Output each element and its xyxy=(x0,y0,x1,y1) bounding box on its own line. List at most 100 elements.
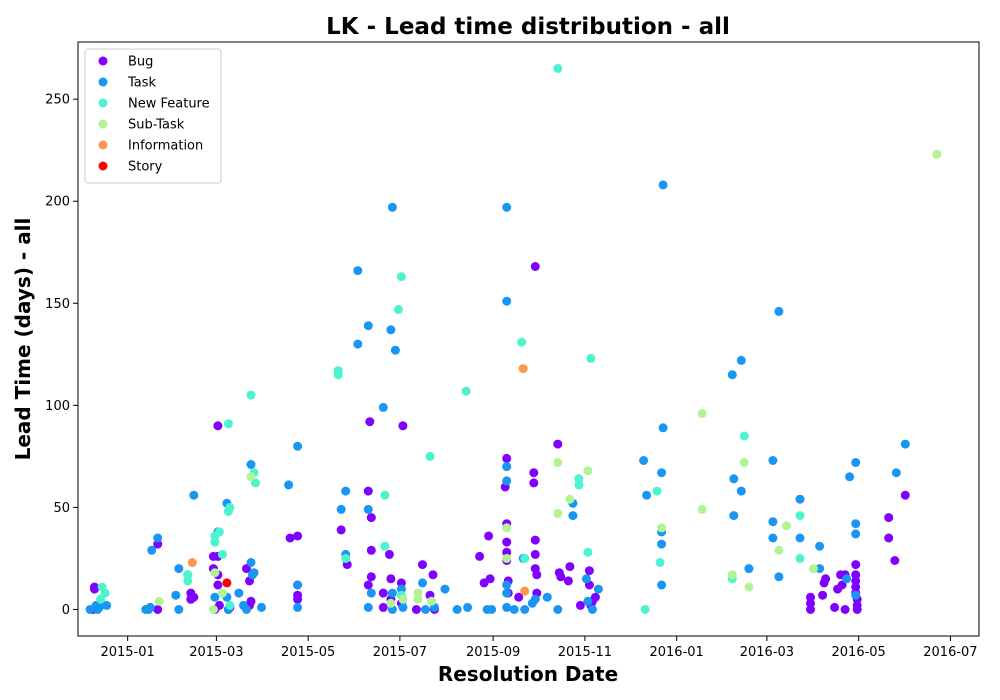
data-point xyxy=(425,451,435,461)
x-axis-label: Resolution Date xyxy=(438,662,618,686)
data-point xyxy=(246,460,256,469)
data-point xyxy=(590,592,600,602)
data-point xyxy=(795,533,805,543)
legend-marker xyxy=(98,119,108,129)
data-point xyxy=(768,456,778,465)
data-point xyxy=(187,558,197,567)
data-point xyxy=(189,490,199,500)
x-tick-label: 2015-01 xyxy=(100,645,154,660)
data-point xyxy=(517,337,527,347)
data-point xyxy=(553,458,563,467)
data-point xyxy=(366,545,376,555)
data-point xyxy=(396,578,406,588)
data-point xyxy=(774,306,784,316)
data-point xyxy=(657,468,667,478)
plot-area xyxy=(85,64,942,614)
data-point xyxy=(518,364,528,374)
series-sub-task xyxy=(154,149,942,614)
data-point xyxy=(900,490,910,500)
y-tick-label: 0 xyxy=(62,603,70,618)
data-point xyxy=(217,549,227,559)
data-point xyxy=(815,541,825,551)
data-point xyxy=(530,594,540,604)
x-tick-label: 2015-09 xyxy=(466,645,520,660)
data-point xyxy=(900,439,910,449)
legend-marker xyxy=(98,56,108,66)
data-point xyxy=(502,553,512,563)
data-point xyxy=(890,556,900,565)
x-tick-label: 2015-07 xyxy=(373,645,427,660)
data-point xyxy=(333,370,343,380)
x-tick-label: 2016-03 xyxy=(740,645,794,660)
data-point xyxy=(440,584,450,594)
data-point xyxy=(932,149,942,159)
data-point xyxy=(593,584,603,594)
data-point xyxy=(821,574,831,584)
data-point xyxy=(485,574,495,584)
data-point xyxy=(487,605,497,614)
data-point xyxy=(293,531,303,541)
legend-label: Task xyxy=(127,76,157,91)
data-point xyxy=(553,439,563,449)
data-point xyxy=(145,602,155,612)
data-point xyxy=(583,466,593,476)
data-point xyxy=(640,605,650,614)
data-point xyxy=(234,588,244,598)
data-point xyxy=(171,590,181,600)
data-point xyxy=(341,486,351,496)
data-point xyxy=(575,600,585,610)
data-point xyxy=(210,568,220,578)
data-point xyxy=(583,547,593,557)
data-point xyxy=(363,580,373,590)
data-point xyxy=(386,574,396,584)
data-point xyxy=(514,592,524,602)
data-point xyxy=(657,580,667,590)
data-point xyxy=(553,64,563,73)
y-tick-label: 50 xyxy=(53,501,70,516)
data-point xyxy=(744,564,754,574)
data-point xyxy=(639,456,649,465)
data-point xyxy=(553,509,563,518)
data-point xyxy=(428,570,438,580)
data-point xyxy=(365,417,375,427)
data-point xyxy=(411,605,421,614)
data-point xyxy=(214,527,224,537)
data-point xyxy=(225,600,235,610)
legend-label: Information xyxy=(128,139,203,154)
data-point xyxy=(174,564,184,574)
data-point xyxy=(257,602,266,612)
data-point xyxy=(739,458,749,467)
data-point xyxy=(398,594,408,604)
data-point xyxy=(387,588,397,598)
data-point xyxy=(336,504,346,514)
data-point xyxy=(285,533,295,543)
data-point xyxy=(386,598,396,608)
data-point xyxy=(520,605,530,614)
data-point xyxy=(427,596,436,606)
data-point xyxy=(147,545,157,555)
data-point xyxy=(502,588,512,598)
data-point xyxy=(353,339,363,349)
data-point xyxy=(642,490,652,500)
series-task xyxy=(85,180,910,614)
data-point xyxy=(387,202,397,212)
x-tick-label: 2015-05 xyxy=(281,645,335,660)
legend-marker xyxy=(98,161,108,171)
series-bug xyxy=(88,262,910,614)
data-point xyxy=(553,605,563,614)
data-point xyxy=(795,494,805,504)
data-point xyxy=(366,572,376,582)
data-point xyxy=(697,504,707,514)
data-point xyxy=(418,578,427,588)
data-point xyxy=(366,588,376,598)
data-point xyxy=(380,541,390,551)
data-point xyxy=(774,545,784,555)
data-point xyxy=(736,486,746,496)
data-point xyxy=(183,576,193,586)
data-point xyxy=(413,588,423,598)
data-point xyxy=(532,570,542,580)
data-point xyxy=(413,594,423,604)
data-point xyxy=(739,431,749,441)
legend-label: Sub-Task xyxy=(128,118,185,133)
data-point xyxy=(386,325,396,335)
